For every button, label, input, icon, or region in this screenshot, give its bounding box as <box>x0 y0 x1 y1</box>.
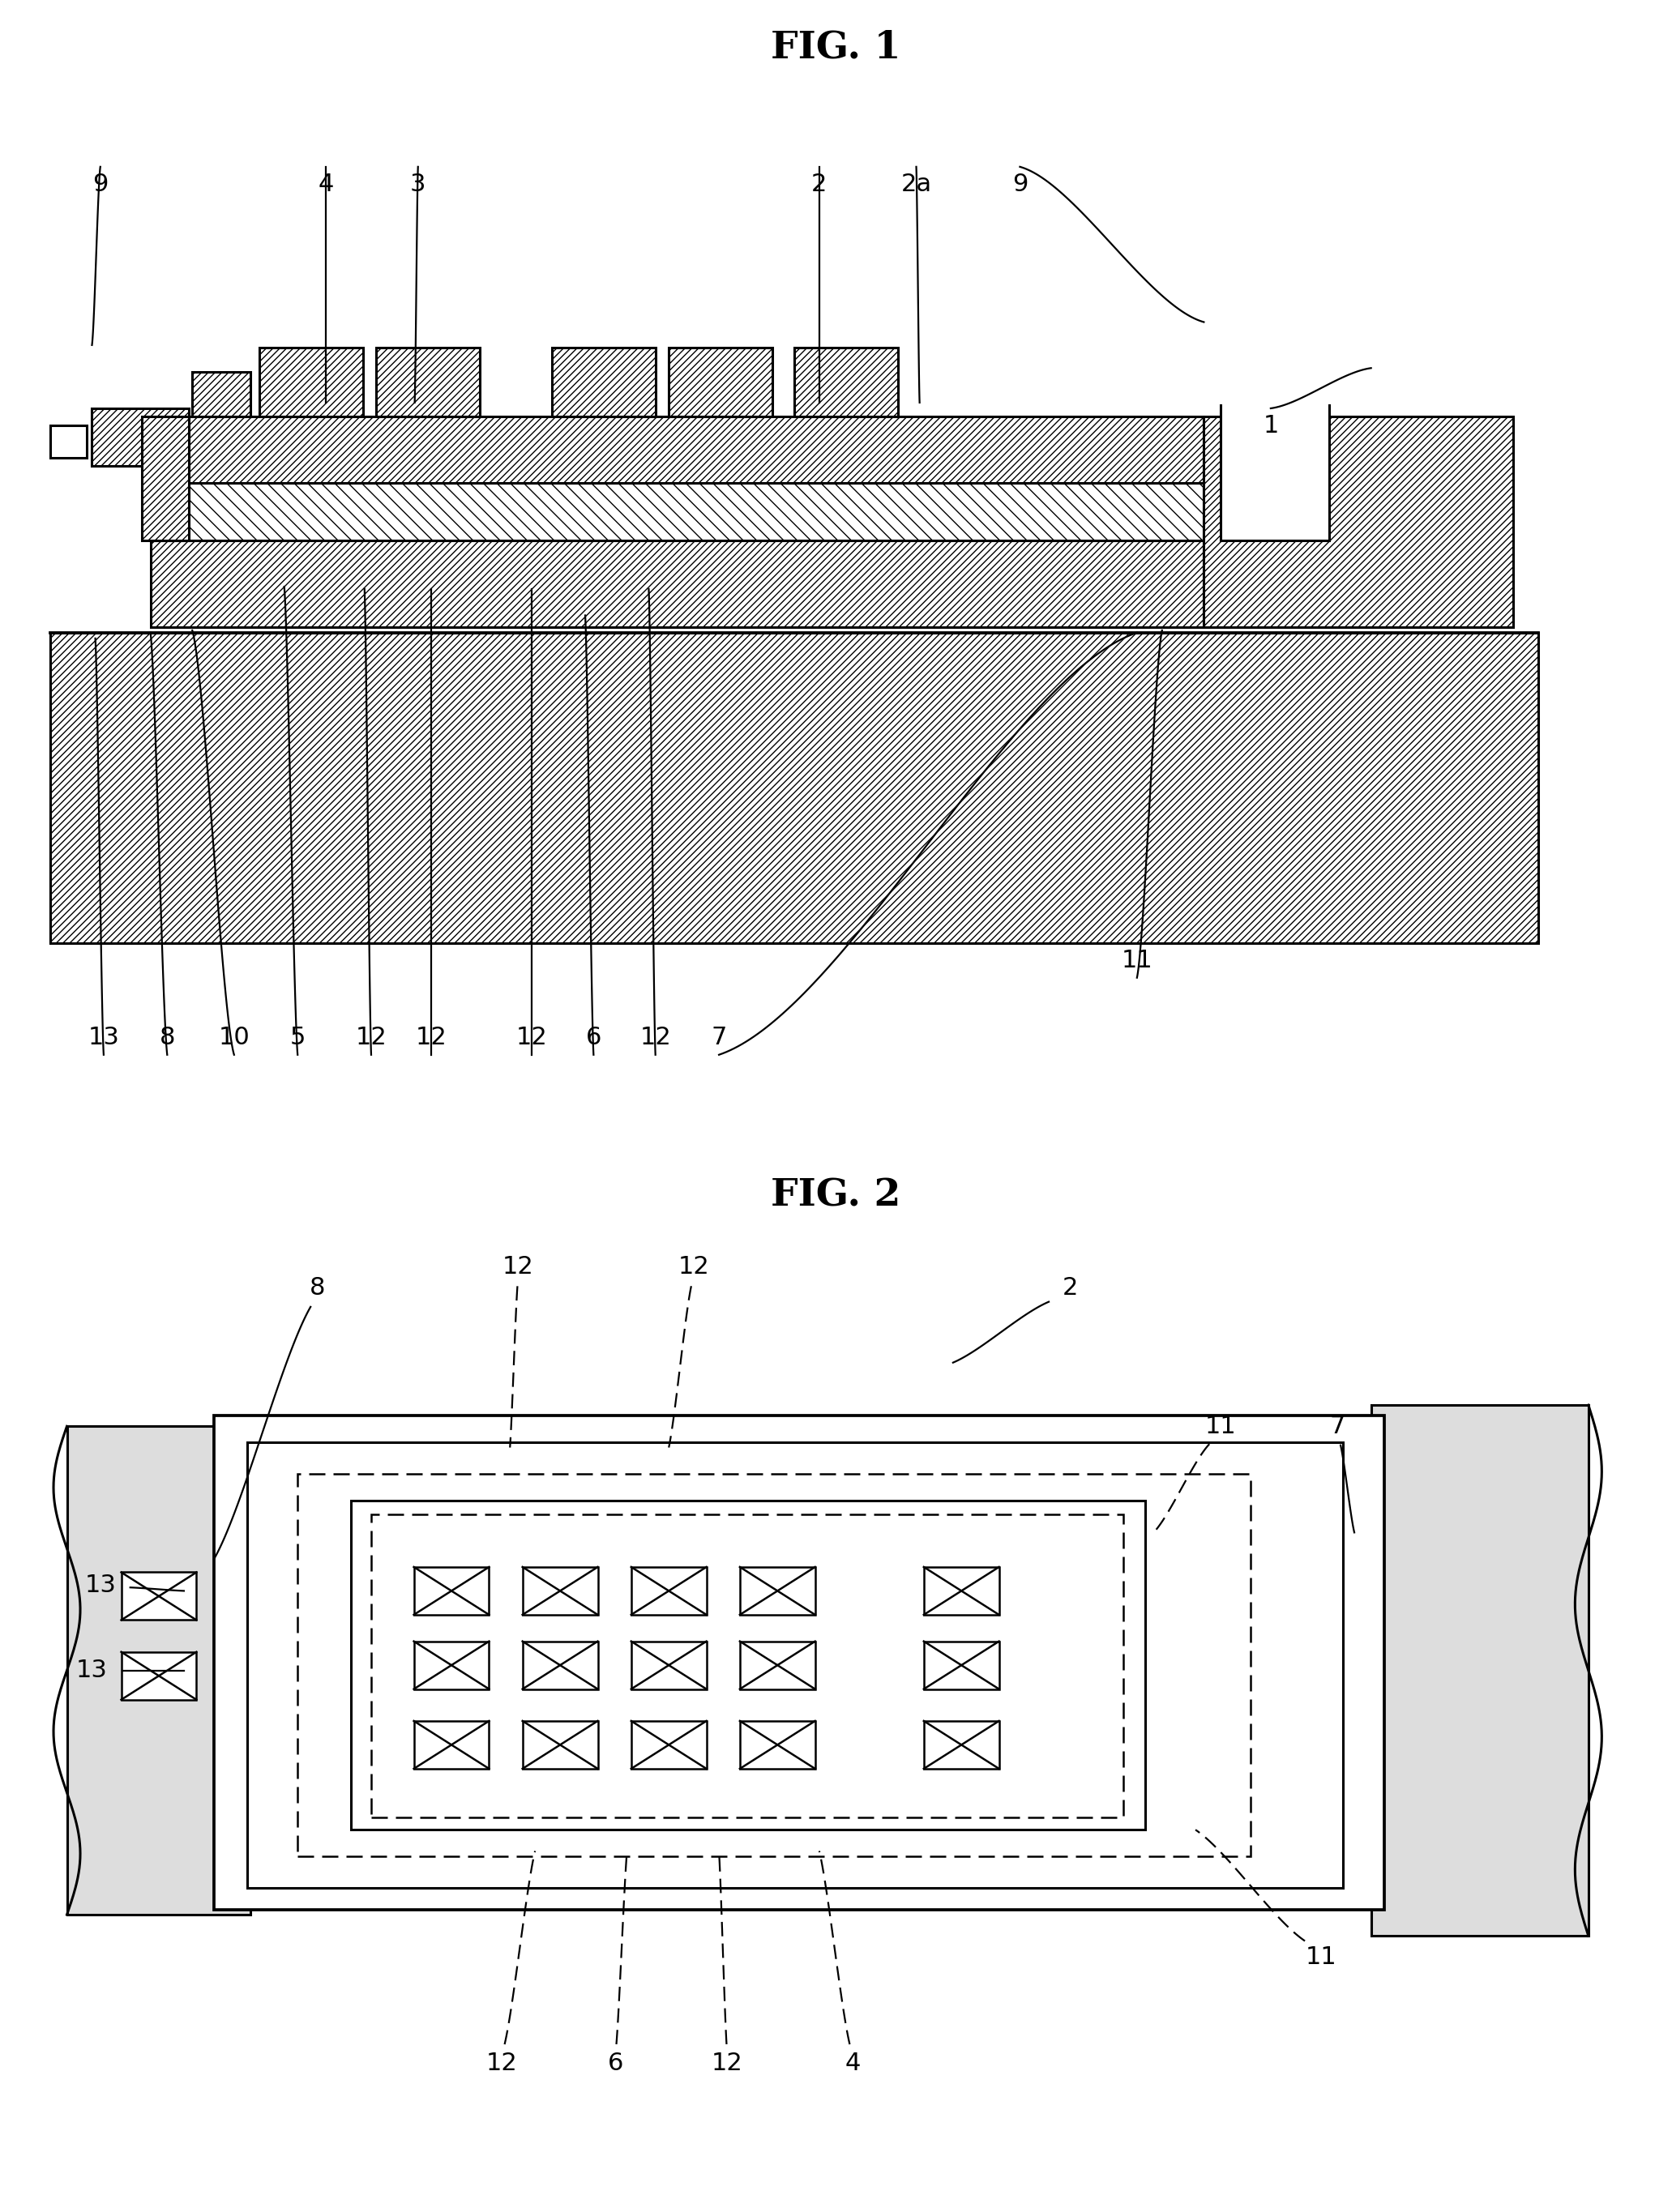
Text: FIG. 1: FIG. 1 <box>771 29 901 66</box>
Bar <box>150 416 1204 482</box>
Bar <box>1371 1405 1588 1936</box>
Bar <box>794 347 898 416</box>
Bar <box>150 540 1204 626</box>
Bar <box>415 1641 490 1690</box>
Text: 7: 7 <box>1329 1413 1346 1438</box>
Bar <box>142 416 189 540</box>
Text: 4: 4 <box>844 2051 861 2075</box>
Bar <box>259 347 363 416</box>
Bar <box>522 1721 599 1770</box>
Bar <box>415 1566 490 1615</box>
Text: 12: 12 <box>487 2051 517 2075</box>
Bar <box>741 1721 816 1770</box>
Text: 13: 13 <box>77 1659 107 1683</box>
Bar <box>351 1500 1145 1829</box>
Text: 12: 12 <box>356 1026 386 1048</box>
Text: 13: 13 <box>89 1026 119 1048</box>
Text: 7: 7 <box>711 1026 727 1048</box>
Bar <box>741 1566 816 1615</box>
Bar <box>376 347 480 416</box>
Bar <box>247 1442 1343 1889</box>
Text: 6: 6 <box>607 2051 624 2075</box>
Bar <box>632 1641 706 1690</box>
Bar <box>371 1515 1124 1816</box>
Bar <box>632 1566 706 1615</box>
Bar <box>192 372 251 416</box>
Text: 12: 12 <box>679 1254 709 1279</box>
Text: 4: 4 <box>318 173 334 197</box>
Text: 11: 11 <box>1306 1944 1336 1969</box>
Bar <box>1204 416 1513 626</box>
Bar <box>50 425 87 458</box>
Text: 1: 1 <box>1262 414 1279 438</box>
Bar <box>214 1416 1384 1909</box>
Text: 9: 9 <box>92 173 109 197</box>
Text: 12: 12 <box>416 1026 446 1048</box>
Text: FIG. 2: FIG. 2 <box>771 1177 901 1214</box>
Text: 2: 2 <box>1062 1276 1078 1301</box>
Bar <box>298 1473 1251 1856</box>
Bar <box>415 1721 490 1770</box>
Bar <box>522 1566 599 1615</box>
Text: 8: 8 <box>309 1276 326 1301</box>
Text: 11: 11 <box>1206 1413 1236 1438</box>
Text: 8: 8 <box>159 1026 176 1048</box>
Bar <box>522 1641 599 1690</box>
Text: 12: 12 <box>712 2051 742 2075</box>
Text: 13: 13 <box>85 1573 115 1597</box>
Bar <box>923 1566 1000 1615</box>
Text: 2a: 2a <box>901 173 931 197</box>
Bar <box>1221 405 1329 540</box>
Text: 5: 5 <box>289 1026 306 1048</box>
Bar <box>122 1652 197 1699</box>
Text: 12: 12 <box>640 1026 670 1048</box>
Text: 12: 12 <box>503 1254 533 1279</box>
Text: 6: 6 <box>585 1026 602 1048</box>
Bar <box>67 1427 251 1916</box>
Bar <box>150 482 1204 540</box>
Bar <box>50 633 1538 942</box>
Bar <box>92 409 189 467</box>
Text: 3: 3 <box>410 173 426 197</box>
Bar <box>923 1641 1000 1690</box>
Text: 10: 10 <box>219 1026 249 1048</box>
Bar <box>923 1721 1000 1770</box>
Text: 12: 12 <box>517 1026 547 1048</box>
Bar <box>552 347 655 416</box>
Bar <box>741 1641 816 1690</box>
Bar <box>632 1721 706 1770</box>
Bar <box>122 1573 197 1619</box>
Text: 11: 11 <box>1122 949 1152 971</box>
Text: 9: 9 <box>1012 173 1028 197</box>
Text: 2: 2 <box>811 173 828 197</box>
Bar <box>669 347 772 416</box>
